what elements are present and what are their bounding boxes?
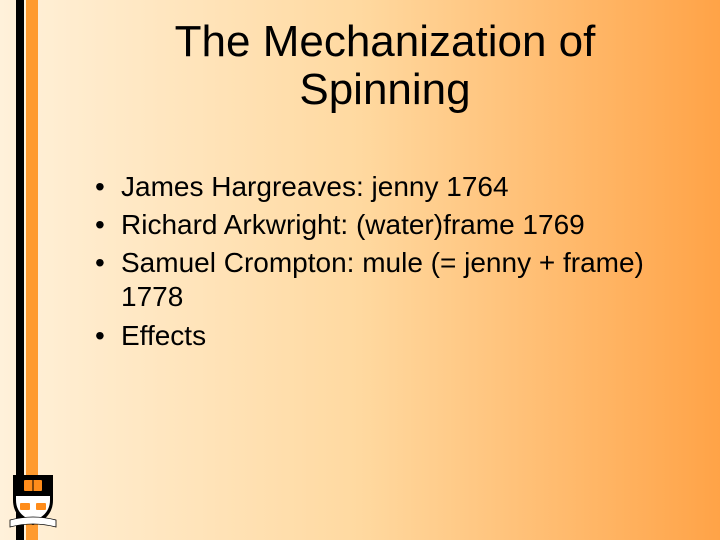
slide-title: The Mechanization of Spinning	[90, 18, 680, 115]
bullet-item: Samuel Crompton: mule (= jenny + frame) …	[95, 246, 660, 314]
bullet-item: Effects	[95, 319, 660, 353]
bullet-item: James Hargreaves: jenny 1764	[95, 170, 660, 204]
accent-bar-orange	[26, 0, 38, 540]
shield-icon	[8, 470, 58, 530]
accent-bar-black	[16, 0, 24, 540]
accent-bar	[16, 0, 38, 540]
slide: The Mechanization of Spinning James Harg…	[0, 0, 720, 540]
bullet-item: Richard Arkwright: (water)frame 1769	[95, 208, 660, 242]
bullet-list: James Hargreaves: jenny 1764 Richard Ark…	[95, 170, 660, 357]
